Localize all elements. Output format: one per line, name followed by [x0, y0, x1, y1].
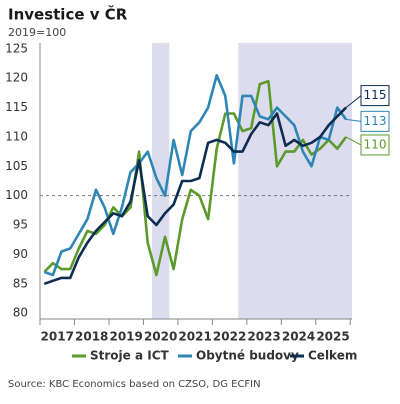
x-tick-label: 2020 — [144, 330, 177, 344]
x-tick-label: 2019 — [109, 330, 142, 344]
x-tick-label: 2024 — [282, 330, 315, 344]
source-note: Source: KBC Economics based on CZSO, DG … — [8, 379, 261, 390]
x-tick-label: 2018 — [75, 330, 108, 344]
end-label-connector — [345, 95, 362, 108]
series-line — [43, 106, 347, 286]
x-tick-label: 2022 — [213, 330, 246, 344]
end-label-box — [360, 85, 390, 107]
y-tick-label: 95 — [13, 218, 28, 232]
y-tick-label: 85 — [13, 276, 28, 290]
legend-label: Obytné budovy — [196, 349, 299, 363]
end-label: 113 — [364, 114, 387, 128]
y-tick-label: 110 — [5, 129, 28, 143]
end-label-connector — [345, 118, 362, 122]
end-label: 115 — [364, 88, 387, 102]
end-label: 110 — [364, 137, 387, 151]
y-tick-label: 120 — [5, 71, 28, 85]
y-tick-label: 125 — [5, 41, 28, 55]
end-label-box — [360, 134, 390, 156]
chart-subtitle: 2019=100 — [8, 26, 66, 39]
legend-label: Stroje a ICT — [90, 349, 170, 363]
shaded-period — [238, 43, 352, 319]
x-tick-label: 2025 — [316, 330, 349, 344]
y-tick-label: 90 — [13, 247, 28, 261]
x-tick-label: 2021 — [178, 330, 211, 344]
shaded-period — [152, 43, 170, 319]
y-tick-label: 100 — [5, 188, 28, 202]
series-line — [43, 74, 348, 277]
legend-label: Celkem — [308, 349, 357, 363]
y-tick-label: 115 — [5, 100, 28, 114]
end-label-box — [360, 110, 390, 132]
x-tick-label: 2017 — [41, 330, 74, 344]
y-tick-label: 80 — [13, 306, 28, 320]
end-label-connector — [345, 136, 362, 146]
chart-title: Investice v ČR — [8, 5, 128, 24]
y-tick-label: 105 — [5, 159, 28, 173]
x-tick-label: 2023 — [247, 330, 280, 344]
